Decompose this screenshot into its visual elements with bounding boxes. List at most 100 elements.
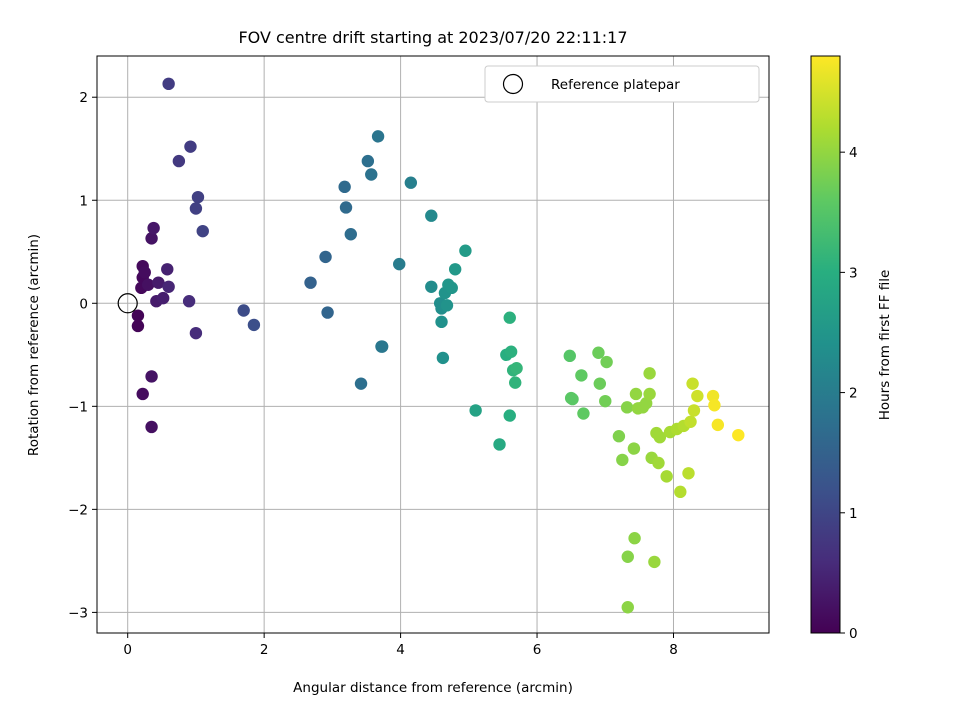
data-point xyxy=(684,415,697,428)
x-tick-label: 8 xyxy=(669,642,678,658)
data-point xyxy=(575,369,588,382)
data-point xyxy=(509,376,522,389)
data-point xyxy=(182,295,196,308)
x-axis-ticks: 0 2 4 6 8 xyxy=(123,633,678,658)
data-point xyxy=(152,276,165,289)
data-point xyxy=(620,401,634,414)
data-point xyxy=(593,377,607,390)
data-point xyxy=(708,399,721,412)
data-point xyxy=(652,456,665,470)
data-point xyxy=(599,394,612,408)
data-point xyxy=(448,263,462,276)
data-point xyxy=(321,306,334,319)
data-point xyxy=(191,190,205,204)
colorbar xyxy=(810,55,841,634)
data-point xyxy=(189,326,203,340)
data-point xyxy=(425,209,438,222)
y-axis-label: Rotation from reference (arcmin) xyxy=(26,234,42,456)
data-point xyxy=(648,555,661,569)
chart-title: FOV centre drift starting at 2023/07/20 … xyxy=(238,28,627,47)
data-point xyxy=(344,228,357,241)
legend-box xyxy=(484,65,760,103)
data-point xyxy=(425,280,438,293)
y-tick-label: 1 xyxy=(79,193,88,209)
data-point xyxy=(629,387,643,401)
data-point xyxy=(172,154,186,168)
y-tick-label: 0 xyxy=(79,296,88,312)
colorbar-tick-label: 3 xyxy=(849,265,858,281)
data-point xyxy=(504,345,518,358)
data-point xyxy=(131,309,145,322)
data-point xyxy=(627,442,641,455)
data-point xyxy=(189,202,203,215)
data-point xyxy=(503,409,516,422)
legend-reference-icon xyxy=(502,73,524,95)
data-point xyxy=(196,224,209,238)
x-tick-label: 6 xyxy=(533,642,542,658)
data-point xyxy=(706,389,720,403)
data-point xyxy=(354,377,368,390)
data-point xyxy=(162,77,175,91)
legend-entry-reference: Reference platepar xyxy=(551,77,680,93)
data-points xyxy=(131,77,745,614)
y-tick-label: −1 xyxy=(68,399,88,415)
data-point xyxy=(404,176,418,189)
data-point xyxy=(503,311,516,324)
data-point xyxy=(687,404,701,417)
data-point xyxy=(339,201,353,214)
colorbar-tick-label: 0 xyxy=(849,626,858,642)
data-point xyxy=(156,291,170,305)
data-point xyxy=(682,467,695,480)
data-point xyxy=(510,361,523,375)
data-point xyxy=(247,318,261,332)
data-point xyxy=(653,431,667,444)
data-point xyxy=(577,407,590,420)
data-point xyxy=(493,438,506,451)
reference-platepar-marker xyxy=(117,293,138,314)
data-point xyxy=(621,601,634,614)
plot-area-frame xyxy=(96,55,770,634)
data-point xyxy=(131,319,145,333)
data-point xyxy=(365,168,378,181)
data-point xyxy=(436,351,450,365)
data-point xyxy=(440,299,454,312)
x-tick-label: 4 xyxy=(396,642,405,658)
data-point xyxy=(459,244,472,257)
data-point xyxy=(732,428,745,442)
data-point xyxy=(141,278,155,291)
colorbar-label: Hours from first FF file xyxy=(877,270,893,421)
data-point xyxy=(445,281,458,295)
data-point xyxy=(592,346,605,359)
data-point xyxy=(304,276,317,289)
data-point xyxy=(566,392,579,406)
data-point xyxy=(674,485,687,499)
data-point xyxy=(136,387,149,401)
x-tick-label: 0 xyxy=(123,642,132,658)
data-point xyxy=(361,154,375,168)
reference-marker-layer xyxy=(117,293,138,314)
colorbar-tick-label: 1 xyxy=(849,506,858,522)
y-tick-label: 2 xyxy=(79,90,88,106)
data-point xyxy=(628,532,641,545)
data-point xyxy=(145,420,158,434)
data-point xyxy=(643,387,656,401)
data-point xyxy=(711,418,725,432)
data-point xyxy=(162,280,175,293)
data-point xyxy=(691,389,704,403)
data-point xyxy=(184,140,197,153)
data-point xyxy=(161,263,174,276)
x-tick-label: 2 xyxy=(260,642,269,658)
data-point xyxy=(319,250,332,264)
data-point xyxy=(563,349,576,363)
data-point xyxy=(338,180,351,194)
data-point xyxy=(145,232,158,245)
data-point xyxy=(147,221,160,235)
data-point xyxy=(393,257,406,271)
data-point xyxy=(371,130,385,143)
data-point xyxy=(600,355,613,369)
x-axis-label: Angular distance from reference (arcmin) xyxy=(293,680,573,696)
data-point xyxy=(375,340,389,353)
legend: Reference platepar xyxy=(484,65,760,103)
data-point xyxy=(469,404,482,417)
